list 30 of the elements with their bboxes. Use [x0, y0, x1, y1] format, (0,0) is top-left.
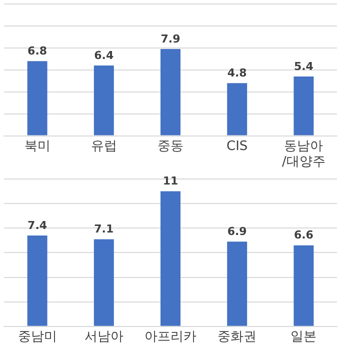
bar — [227, 83, 248, 136]
x-tick-label: CIS — [226, 138, 248, 154]
x-tick-label: 중남미 — [18, 330, 57, 345]
data-label: 7.1 — [94, 222, 114, 236]
data-label: 6.6 — [294, 228, 314, 242]
bar — [294, 245, 314, 326]
x-tick-label: 중동 — [158, 138, 184, 154]
bar — [94, 239, 114, 326]
x-tick-label: 서남아 — [84, 330, 124, 345]
bar — [160, 191, 180, 326]
bar — [94, 66, 114, 136]
bar — [294, 76, 314, 136]
data-label: 7.9 — [160, 32, 180, 46]
data-label: 6.8 — [28, 44, 48, 58]
data-label: 6.4 — [94, 48, 114, 62]
bar — [27, 61, 48, 136]
x-tick-label: 중화권 — [218, 330, 257, 345]
bar — [27, 236, 48, 326]
data-label: 6.9 — [227, 225, 247, 238]
x-tick-label: 유럽 — [90, 138, 117, 154]
x-tick-label: 동남아/대양주 — [282, 138, 326, 170]
x-tick-label: 북미 — [24, 138, 50, 154]
bar — [227, 242, 248, 326]
data-label: 5.4 — [294, 60, 314, 73]
data-label: 4.8 — [227, 66, 247, 80]
data-label: 11 — [162, 174, 178, 188]
data-label: 7.4 — [28, 218, 48, 232]
x-tick-label: 아프리카 — [144, 330, 196, 345]
bar — [160, 49, 180, 136]
x-tick-label: 일본 — [290, 330, 317, 345]
